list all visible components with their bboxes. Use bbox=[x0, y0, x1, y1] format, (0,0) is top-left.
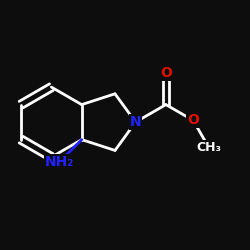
Text: O: O bbox=[187, 113, 199, 127]
Text: NH₂: NH₂ bbox=[45, 155, 74, 169]
Text: CH₃: CH₃ bbox=[196, 141, 222, 154]
Text: N: N bbox=[130, 115, 141, 129]
Text: O: O bbox=[160, 66, 172, 80]
